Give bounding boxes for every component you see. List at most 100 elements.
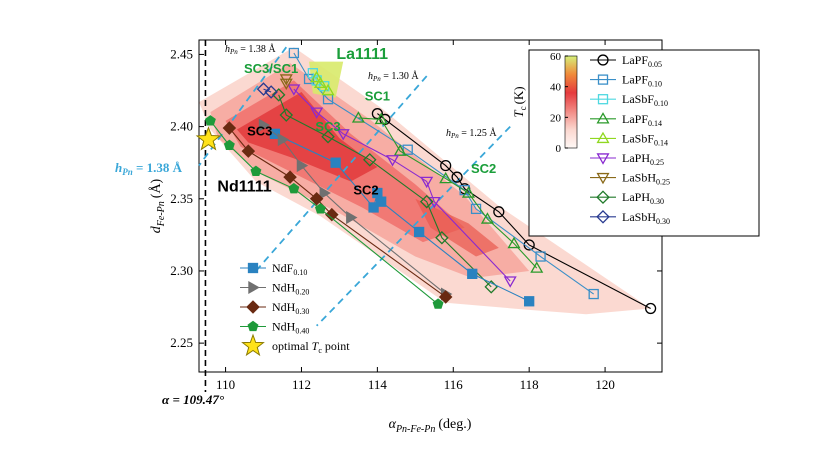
- y-tick-label: 2.35: [170, 191, 193, 206]
- legend-label: NdF0.10: [272, 261, 307, 277]
- region-label-nd1111: Nd1111: [217, 179, 271, 196]
- data-point: [420, 176, 434, 189]
- hpn-main-label: hPn = 1.38 Å: [115, 160, 183, 177]
- y-tick-label: 2.25: [170, 335, 193, 350]
- data-point: [503, 276, 517, 288]
- legend-right-entry-lasbh-030: LaSbH0.30: [590, 210, 670, 226]
- data-point: [279, 74, 293, 86]
- y-axis-label: dFe-Pn(Å): [148, 178, 167, 233]
- x-tick-label: 118: [520, 377, 539, 392]
- y-tick-label: 2.45: [170, 46, 193, 61]
- data-point: [309, 192, 324, 206]
- legend-star-icon: [241, 333, 265, 357]
- series-line: [278, 94, 492, 288]
- hpn-line-label: hPn = 1.30 Å: [368, 70, 419, 83]
- legend-marker: [596, 112, 610, 124]
- region-label-la1111: La1111: [336, 46, 388, 63]
- legend-label: LaSbH0.25: [622, 171, 670, 187]
- legend-optimal-entry: optimal Tc point: [241, 333, 350, 357]
- series-ndh-040: [204, 115, 444, 309]
- legend-label: LaSbF0.14: [622, 131, 668, 147]
- legend-right-entry-lasbf-010: LaSbF0.10: [590, 92, 668, 108]
- data-point: [310, 70, 324, 83]
- legend-label: LaPF0.05: [622, 53, 662, 69]
- data-point: [440, 159, 452, 172]
- x-tick-label: 116: [444, 377, 464, 392]
- data-point: [467, 268, 478, 279]
- colorbar: [564, 55, 578, 149]
- data-point: [372, 187, 383, 199]
- data-point: [374, 112, 388, 125]
- data-point: [310, 107, 324, 119]
- legend-left-entry-ndh-020: NdH0.20: [240, 281, 309, 297]
- legend-marker: [596, 131, 610, 144]
- legend-right-entry-lasbh-025: LaSbH0.25: [590, 171, 670, 187]
- hpn-line-2: [316, 125, 511, 327]
- data-point: [330, 157, 341, 168]
- data-point: [439, 171, 453, 184]
- y-tick-label: 2.30: [170, 263, 193, 278]
- data-point: [283, 170, 297, 184]
- data-point: [363, 153, 377, 167]
- series-laph-030: [271, 88, 498, 294]
- legend-label: LaSbF0.10: [622, 92, 668, 108]
- hpn-line-label: hPn = 1.38 Å: [225, 43, 276, 56]
- series-line: [293, 88, 511, 282]
- data-point: [288, 182, 300, 194]
- legend-label: optimal Tc point: [272, 339, 350, 355]
- data-point: [271, 88, 286, 102]
- series-lasbh-025: [279, 74, 293, 91]
- legend-marker: [596, 153, 610, 165]
- hpn-line-label: hPn = 1.25 Å: [446, 127, 497, 140]
- legend-label: LaPH0.25: [622, 151, 664, 167]
- data-point: [346, 211, 358, 225]
- data-point: [204, 115, 216, 126]
- legend-marker: [248, 280, 260, 295]
- series-laph-025: [287, 84, 517, 288]
- data-point: [507, 236, 521, 249]
- data-point: [493, 206, 505, 218]
- data-point: [368, 202, 379, 213]
- colorbar-tick-label: 60: [550, 51, 562, 63]
- data-point: [480, 212, 494, 224]
- region-label-sc3: SC3: [247, 123, 272, 138]
- legend-marker: [247, 320, 259, 332]
- series-line: [316, 77, 329, 91]
- data-point: [351, 111, 365, 123]
- legend-label: LaPF0.10: [622, 73, 662, 89]
- legend-right-entry-laph-030: LaPH0.30: [590, 190, 664, 206]
- legend-right-entry-lapf-014: LaPF0.14: [590, 112, 662, 128]
- x-tick-label: 110: [216, 377, 235, 392]
- data-point: [241, 144, 256, 158]
- data-point: [256, 82, 271, 96]
- data-point: [588, 288, 599, 300]
- data-point: [303, 73, 315, 85]
- x-tick-label: 112: [292, 377, 311, 392]
- data-point: [321, 129, 335, 144]
- data-point: [435, 230, 449, 245]
- data-point: [371, 108, 383, 120]
- data-point: [402, 144, 413, 155]
- legend-marker: [596, 172, 610, 185]
- colorbar-label: Tc(K): [511, 86, 528, 117]
- legend-right-entry-laph-025: LaPH0.25: [590, 151, 664, 167]
- colorbar-tick-label: 40: [550, 82, 562, 94]
- region-label-sc1: SC1: [365, 89, 390, 104]
- legend-label: NdH0.40: [272, 320, 309, 336]
- region-label-sc3: SC3: [315, 119, 340, 134]
- data-point: [393, 144, 407, 156]
- series-line: [209, 120, 439, 305]
- data-point: [530, 261, 544, 273]
- data-point: [524, 296, 535, 307]
- data-point: [432, 298, 444, 309]
- data-point: [461, 186, 475, 198]
- legend-label: NdH0.30: [272, 300, 309, 316]
- series-line: [358, 117, 538, 269]
- data-point: [535, 251, 546, 262]
- data-point: [279, 108, 294, 122]
- data-point: [279, 78, 293, 91]
- data-point: [314, 203, 326, 214]
- data-point: [438, 290, 453, 304]
- series-line: [228, 127, 447, 298]
- data-point: [325, 207, 339, 222]
